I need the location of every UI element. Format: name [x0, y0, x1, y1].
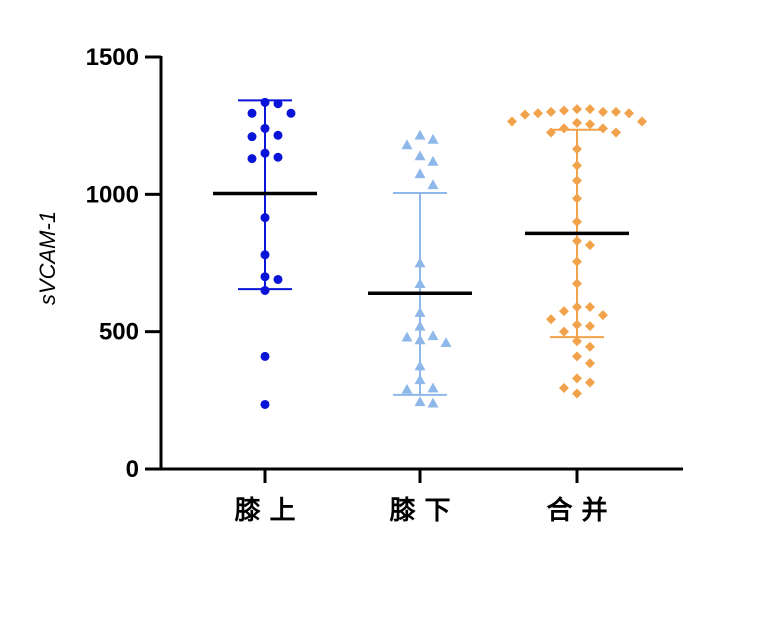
x-category-label: 合 并: [546, 495, 607, 526]
x-category-label: 膝 上: [233, 496, 295, 526]
data-point-diamond: [546, 106, 556, 117]
y-tick-label: 1500: [86, 44, 139, 71]
data-point-diamond: [624, 108, 634, 119]
data-point-diamond: [559, 105, 569, 116]
data-point-circle: [260, 399, 270, 409]
axes: 0 500 1000 1500 膝 上 膝 下 合 并: [86, 44, 683, 526]
data-point-diamond: [572, 373, 582, 384]
data-point-circle: [247, 132, 257, 142]
data-point-diamond: [585, 341, 595, 352]
data-point-circle: [260, 351, 270, 361]
data-point-circle: [247, 154, 257, 164]
data-point-diamond: [598, 106, 608, 117]
data-point-diamond: [585, 119, 595, 130]
data-point-triangle: [414, 150, 426, 161]
data-point-diamond: [611, 127, 621, 138]
data-point-triangle: [414, 168, 426, 179]
data-point-triangle: [427, 155, 439, 166]
y-tick-label: 500: [99, 319, 139, 346]
data-point-diamond: [546, 314, 556, 325]
data-point-diamond: [598, 310, 608, 321]
y-tick-label: 1000: [86, 181, 139, 208]
data-point-diamond: [572, 388, 582, 399]
x-category-label: 膝 下: [388, 496, 450, 526]
data-point-diamond: [585, 377, 595, 388]
data-point-circle: [273, 152, 283, 162]
data-point-circle: [273, 130, 283, 140]
data-point-diamond: [559, 306, 569, 317]
data-point-diamond: [611, 106, 621, 117]
data-point-triangle: [427, 382, 439, 393]
data-point-circle: [273, 274, 283, 284]
data-point-triangle: [427, 179, 439, 190]
data-point-triangle: [427, 330, 439, 341]
data-point-circle: [247, 108, 257, 118]
data-point-triangle: [401, 383, 413, 394]
data-point-diamond: [559, 123, 569, 134]
data-point-diamond: [572, 351, 582, 362]
data-point-diamond: [585, 301, 595, 312]
data-point-diamond: [637, 116, 647, 127]
data-point-diamond: [572, 336, 582, 347]
data-point-diamond: [572, 104, 582, 115]
data-point-diamond: [598, 123, 608, 134]
summary-lines: [213, 99, 629, 396]
data-points: [247, 97, 647, 409]
data-point-triangle: [427, 133, 439, 144]
data-point-triangle: [427, 397, 439, 408]
y-axis-title: sVCAM-1: [35, 211, 60, 305]
data-point-diamond: [585, 321, 595, 332]
data-point-triangle: [414, 129, 426, 140]
data-point-circle: [286, 108, 296, 118]
data-point-triangle: [401, 331, 413, 342]
data-point-diamond: [507, 116, 517, 127]
data-point-triangle: [414, 396, 426, 407]
data-point-triangle: [440, 337, 452, 348]
data-point-circle: [273, 99, 283, 109]
data-point-diamond: [585, 104, 595, 115]
data-point-diamond: [559, 326, 569, 337]
data-point-diamond: [572, 117, 582, 128]
data-point-diamond: [585, 240, 595, 251]
data-point-triangle: [401, 139, 413, 150]
y-tick-label: 0: [126, 456, 139, 483]
data-point-diamond: [559, 382, 569, 393]
data-point-diamond: [520, 109, 530, 120]
data-point-diamond: [585, 358, 595, 369]
data-point-diamond: [533, 108, 543, 119]
